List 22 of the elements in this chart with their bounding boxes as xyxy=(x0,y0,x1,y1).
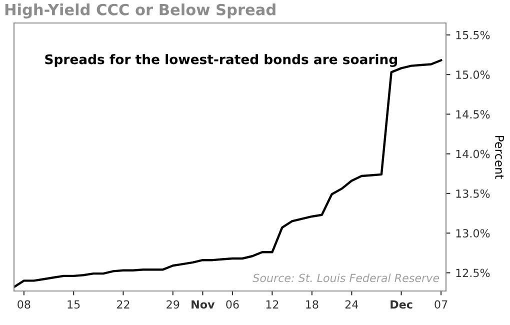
x-tick-label: 15 xyxy=(68,300,80,309)
y-tick-label: 15.5% xyxy=(456,30,490,40)
y-tick-label: 13.5% xyxy=(456,189,490,198)
y-tick-label: 12.5% xyxy=(456,268,490,278)
x-tick-label: 24 xyxy=(345,300,358,308)
x-tick-label: Nov xyxy=(192,300,215,309)
annotation: Spreads for the lowest-rated bonds are soaring xyxy=(45,54,397,67)
x-tick-label: 12 xyxy=(266,300,278,308)
x-tick-label: Dec xyxy=(390,300,412,309)
annotation: Source: St. Louis Federal Reserve xyxy=(252,274,440,282)
x-tick-label: 29 xyxy=(166,300,180,309)
y-axis-title: Percent xyxy=(495,136,504,179)
x-tick-label: 07 xyxy=(434,300,448,309)
x-tick-label: 18 xyxy=(306,300,318,309)
x-tick-label: 06 xyxy=(226,300,239,309)
y-tick-label: 14.5% xyxy=(456,110,490,119)
y-tick-label: 13.0% xyxy=(456,229,490,238)
y-tick-label: 15.0% xyxy=(456,70,490,79)
x-tick-label: 08 xyxy=(18,300,30,309)
x-tick-label: 22 xyxy=(116,300,130,308)
chart-title: High-Yield CCC or Below Spread xyxy=(5,4,276,18)
y-tick-label: 14.0% xyxy=(456,150,490,158)
